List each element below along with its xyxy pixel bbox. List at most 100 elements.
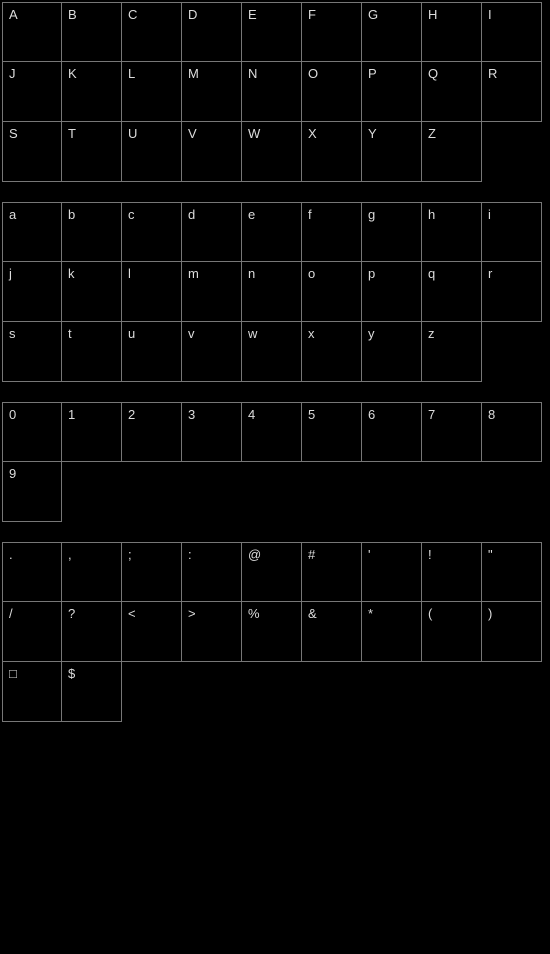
glyph-cell: N — [242, 62, 302, 122]
glyph-label: y — [368, 326, 375, 341]
glyph-label: ? — [68, 606, 76, 621]
glyph-cell: o — [302, 262, 362, 322]
glyph-label: ' — [368, 547, 371, 562]
glyph-cell: x — [302, 322, 362, 382]
glyph-cell: " — [482, 542, 542, 602]
glyph-cell: u — [122, 322, 182, 382]
glyph-cell: 6 — [362, 402, 422, 462]
glyph-label: w — [248, 326, 258, 341]
glyph-cell: t — [62, 322, 122, 382]
glyph-cell: 2 — [122, 402, 182, 462]
glyph-label: ( — [428, 606, 433, 621]
glyph-label: K — [68, 66, 77, 81]
glyph-cell: 8 — [482, 402, 542, 462]
glyph-cell: j — [2, 262, 62, 322]
glyph-cell: k — [62, 262, 122, 322]
glyph-cell: s — [2, 322, 62, 382]
glyph-cell: Z — [422, 122, 482, 182]
glyph-label: 0 — [9, 407, 17, 422]
glyph-cell: r — [482, 262, 542, 322]
glyph-label: . — [9, 547, 13, 562]
glyph-label: p — [368, 266, 376, 281]
glyph-cell: H — [422, 2, 482, 62]
glyph-cell: 9 — [2, 462, 62, 522]
glyph-label: 4 — [248, 407, 256, 422]
glyph-row: /?<>%&*() — [2, 602, 548, 662]
glyph-label: R — [488, 66, 498, 81]
glyph-cell: @ — [242, 542, 302, 602]
glyph-label: 9 — [9, 466, 17, 481]
section-digits: 0123456789 — [2, 402, 548, 522]
glyph-label: < — [128, 606, 136, 621]
glyph-label: @ — [248, 547, 262, 562]
glyph-cell: c — [122, 202, 182, 262]
glyph-cell: 0 — [2, 402, 62, 462]
glyph-cell: z — [422, 322, 482, 382]
glyph-cell: 5 — [302, 402, 362, 462]
glyph-row: .,;:@#'!" — [2, 542, 548, 602]
glyph-cell: v — [182, 322, 242, 382]
glyph-cell: P — [362, 62, 422, 122]
glyph-cell: b — [62, 202, 122, 262]
glyph-cell: ? — [62, 602, 122, 662]
glyph-label: H — [428, 7, 438, 22]
glyph-label: S — [9, 126, 18, 141]
glyph-row: 012345678 — [2, 402, 548, 462]
glyph-label: % — [248, 606, 260, 621]
glyph-label: M — [188, 66, 199, 81]
glyph-label: O — [308, 66, 319, 81]
glyph-label: 6 — [368, 407, 376, 422]
glyph-cell: i — [482, 202, 542, 262]
glyph-cell: g — [362, 202, 422, 262]
glyph-label: r — [488, 266, 493, 281]
glyph-cell: B — [62, 2, 122, 62]
glyph-label: , — [68, 547, 72, 562]
glyph-label: 7 — [428, 407, 436, 422]
glyph-label: W — [248, 126, 261, 141]
glyph-row: abcdefghi — [2, 202, 548, 262]
glyph-label: T — [68, 126, 76, 141]
glyph-cell: F — [302, 2, 362, 62]
glyph-label: " — [488, 547, 493, 562]
glyph-label: X — [308, 126, 317, 141]
glyph-label: b — [68, 207, 76, 222]
glyph-label: / — [9, 606, 13, 621]
glyph-label: f — [308, 207, 312, 222]
glyph-label: s — [9, 326, 16, 341]
glyph-label: ; — [128, 547, 132, 562]
glyph-label: E — [248, 7, 257, 22]
glyph-label: 2 — [128, 407, 136, 422]
glyph-row: ABCDEFGHI — [2, 2, 548, 62]
glyph-cell: , — [62, 542, 122, 602]
glyph-cell: J — [2, 62, 62, 122]
glyph-cell: & — [302, 602, 362, 662]
glyph-cell: ; — [122, 542, 182, 602]
glyph-cell: R — [482, 62, 542, 122]
glyph-cell: 7 — [422, 402, 482, 462]
glyph-cell: S — [2, 122, 62, 182]
glyph-cell: . — [2, 542, 62, 602]
glyph-label: I — [488, 7, 492, 22]
glyph-label: & — [308, 606, 317, 621]
glyph-label: n — [248, 266, 256, 281]
section-uppercase: ABCDEFGHIJKLMNOPQRSTUVWXYZ — [2, 2, 548, 182]
glyph-label: v — [188, 326, 195, 341]
glyph-cell: ! — [422, 542, 482, 602]
glyph-cell: M — [182, 62, 242, 122]
glyph-label: o — [308, 266, 316, 281]
glyph-label: ! — [428, 547, 432, 562]
glyph-label: V — [188, 126, 197, 141]
glyph-label: a — [9, 207, 17, 222]
glyph-label: u — [128, 326, 136, 341]
glyph-cell: ' — [362, 542, 422, 602]
glyph-label: m — [188, 266, 199, 281]
glyph-cell: Q — [422, 62, 482, 122]
glyph-label: U — [128, 126, 138, 141]
glyph-label: z — [428, 326, 435, 341]
glyph-label: * — [368, 606, 374, 621]
glyph-label: c — [128, 207, 135, 222]
glyph-label: A — [9, 7, 18, 22]
glyph-cell: I — [482, 2, 542, 62]
glyph-cell: m — [182, 262, 242, 322]
glyph-cell: ) — [482, 602, 542, 662]
